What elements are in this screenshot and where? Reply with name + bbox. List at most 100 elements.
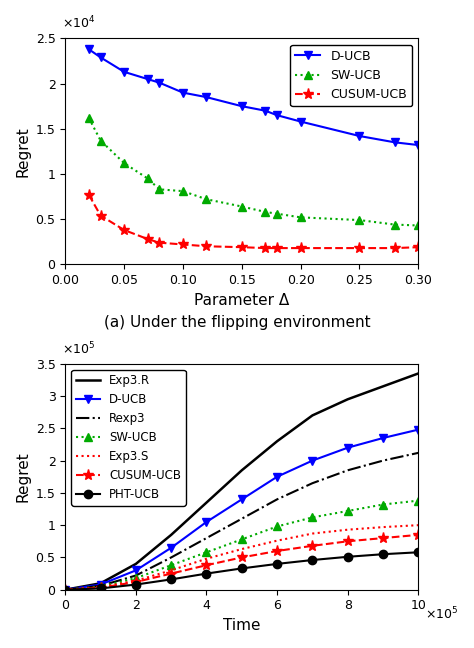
D-UCB — [345, 444, 351, 452]
Exp3.S — [168, 566, 174, 574]
Rexp3 — [168, 553, 174, 561]
Exp3.R — [63, 586, 68, 594]
SW-UCB — [263, 208, 268, 216]
CUSUM-UCB — [274, 547, 280, 555]
Exp3.S — [310, 529, 315, 537]
D-UCB — [98, 581, 103, 588]
D-UCB — [86, 45, 91, 53]
X-axis label: Time: Time — [223, 618, 261, 633]
PHT-UCB — [133, 581, 139, 588]
SW-UCB — [310, 513, 315, 521]
D-UCB — [356, 132, 362, 140]
D-UCB — [416, 141, 421, 149]
SW-UCB — [380, 501, 386, 509]
Text: (a) Under the flipping environment: (a) Under the flipping environment — [104, 314, 370, 330]
PHT-UCB — [310, 556, 315, 564]
Rexp3 — [98, 582, 103, 590]
Exp3.R — [168, 531, 174, 538]
Line: SW-UCB: SW-UCB — [85, 114, 422, 229]
SW-UCB — [145, 174, 151, 182]
Line: CUSUM-UCB: CUSUM-UCB — [60, 529, 424, 596]
CUSUM-UCB — [356, 244, 362, 252]
Exp3.S — [63, 586, 68, 594]
Exp3.S — [133, 577, 139, 584]
CUSUM-UCB — [204, 561, 210, 569]
D-UCB — [274, 473, 280, 481]
CUSUM-UCB — [133, 578, 139, 586]
CUSUM-UCB — [310, 542, 315, 550]
Exp3.R — [416, 369, 421, 377]
SW-UCB — [86, 114, 91, 122]
PHT-UCB — [239, 564, 245, 572]
Line: Rexp3: Rexp3 — [65, 453, 419, 590]
D-UCB — [133, 566, 139, 574]
Exp3.R — [204, 499, 210, 507]
D-UCB — [239, 102, 245, 110]
D-UCB — [168, 544, 174, 551]
PHT-UCB — [345, 553, 351, 561]
D-UCB — [298, 118, 303, 126]
SW-UCB — [239, 535, 245, 543]
SW-UCB — [392, 221, 398, 229]
Exp3.R — [133, 560, 139, 568]
PHT-UCB — [416, 548, 421, 556]
D-UCB — [392, 139, 398, 146]
CUSUM-UCB — [298, 244, 303, 252]
Rexp3 — [416, 449, 421, 457]
Rexp3 — [274, 496, 280, 503]
SW-UCB — [239, 203, 245, 211]
SW-UCB — [204, 196, 210, 203]
D-UCB — [63, 586, 68, 594]
D-UCB — [145, 75, 151, 83]
CUSUM-UCB — [63, 586, 68, 594]
SW-UCB — [98, 137, 103, 145]
Rexp3 — [133, 572, 139, 579]
Exp3.R — [345, 395, 351, 403]
CUSUM-UCB — [392, 244, 398, 252]
CUSUM-UCB — [180, 240, 186, 248]
SW-UCB — [298, 213, 303, 221]
CUSUM-UCB — [98, 584, 103, 592]
D-UCB — [98, 54, 103, 62]
Exp3.R — [98, 579, 103, 587]
D-UCB — [180, 89, 186, 97]
Exp3.R — [380, 382, 386, 390]
SW-UCB — [63, 586, 68, 594]
D-UCB — [156, 79, 162, 87]
SW-UCB — [133, 574, 139, 582]
D-UCB — [263, 107, 268, 115]
SW-UCB — [274, 522, 280, 530]
PHT-UCB — [204, 570, 210, 577]
SW-UCB — [121, 159, 127, 167]
PHT-UCB — [380, 550, 386, 558]
Rexp3 — [380, 457, 386, 465]
Exp3.S — [380, 523, 386, 531]
D-UCB — [416, 426, 421, 434]
Line: Exp3.S: Exp3.S — [65, 525, 419, 590]
Legend: Exp3.R, D-UCB, Rexp3, SW-UCB, Exp3.S, CUSUM-UCB, PHT-UCB: Exp3.R, D-UCB, Rexp3, SW-UCB, Exp3.S, CU… — [71, 369, 186, 505]
CUSUM-UCB — [263, 244, 268, 252]
Y-axis label: Regret: Regret — [15, 126, 30, 177]
Line: PHT-UCB: PHT-UCB — [61, 548, 422, 594]
Line: D-UCB: D-UCB — [85, 45, 422, 149]
SW-UCB — [204, 548, 210, 556]
CUSUM-UCB — [121, 226, 127, 234]
Exp3.R — [239, 467, 245, 474]
Text: $\times 10^5$: $\times 10^5$ — [62, 340, 95, 357]
Line: SW-UCB: SW-UCB — [61, 496, 422, 594]
CUSUM-UCB — [156, 238, 162, 246]
SW-UCB — [416, 497, 421, 505]
Line: CUSUM-UCB: CUSUM-UCB — [83, 189, 424, 253]
PHT-UCB — [98, 584, 103, 592]
CUSUM-UCB — [239, 243, 245, 251]
Exp3.S — [274, 537, 280, 544]
CUSUM-UCB — [274, 244, 280, 252]
Exp3.S — [416, 521, 421, 529]
SW-UCB — [416, 222, 421, 229]
D-UCB — [121, 68, 127, 76]
Text: $\times 10^4$: $\times 10^4$ — [62, 15, 95, 32]
Exp3.R — [310, 411, 315, 419]
Line: D-UCB: D-UCB — [61, 426, 422, 594]
CUSUM-UCB — [86, 191, 91, 199]
Rexp3 — [345, 467, 351, 474]
